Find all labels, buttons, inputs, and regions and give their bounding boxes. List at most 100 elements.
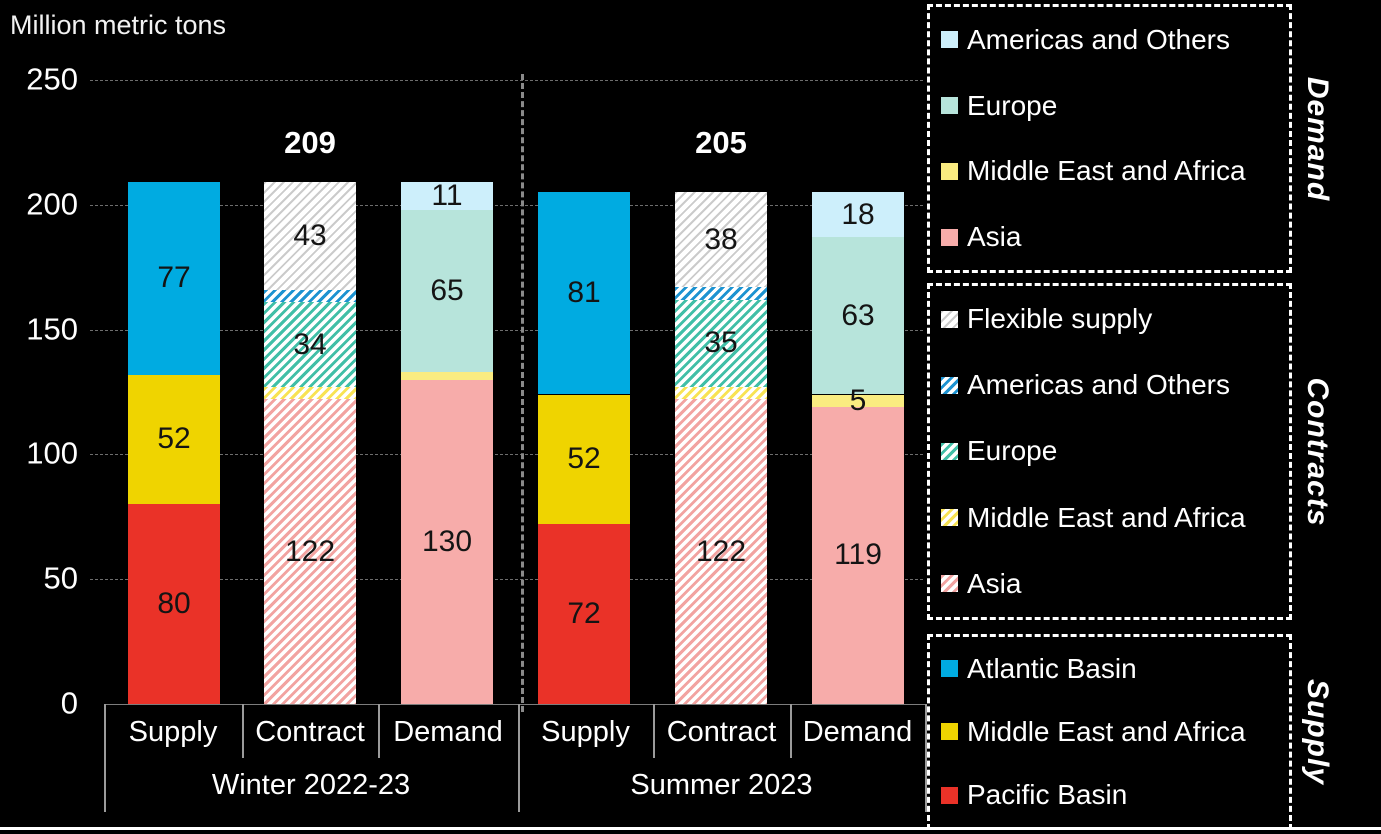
- x-axis-line: [104, 704, 925, 705]
- legend-swatch: [941, 162, 958, 180]
- x-axis-category-label: Demand: [802, 715, 913, 748]
- bar-demand-winter-2022-23: 130 65 11: [401, 179, 493, 704]
- bar-segment-atlantic-basin: [538, 192, 630, 395]
- bar-segment-asia: [264, 399, 356, 704]
- x-axis-category-label: Contract: [255, 715, 365, 748]
- segment-value-label: 35: [704, 326, 738, 360]
- legend-swatch: [941, 376, 958, 394]
- segment-value-label: 119: [834, 538, 882, 572]
- legend-swatch: [941, 31, 958, 49]
- bar-segment-americas-and-others: [675, 287, 767, 300]
- segment-value-label: 63: [841, 298, 875, 332]
- gridline: [90, 329, 923, 331]
- legend-item-label: Americas and Others: [967, 369, 1230, 401]
- legend-item-label: Flexible supply: [967, 303, 1153, 335]
- segment-value-label: 38: [704, 222, 738, 256]
- segment-value-label: 80: [157, 587, 191, 621]
- y-axis-tick-label: 200: [26, 186, 78, 222]
- legend-item: Middle East and Africa: [941, 503, 1289, 532]
- bar-segment-flexible-supply: [264, 182, 356, 290]
- legend-item-label: Pacific Basin: [967, 779, 1128, 811]
- gridline: [90, 454, 923, 456]
- segment-value-label: 52: [157, 422, 191, 456]
- bar-segment-europe: [401, 209, 493, 373]
- axis-tick-separator: [653, 704, 655, 758]
- axis-tick-separator: [790, 704, 792, 758]
- legend-item-label: Middle East and Africa: [967, 155, 1246, 187]
- legend-box-demand: Americas and Others Europe Middle East and…: [927, 4, 1292, 273]
- segment-value-label: 52: [567, 442, 601, 476]
- x-axis-category-label: Contract: [666, 715, 777, 748]
- gridline: [90, 579, 923, 581]
- axis-group-separator: [518, 704, 520, 812]
- segment-value-label: 81: [567, 276, 601, 310]
- bottom-border-line: [0, 827, 1381, 830]
- legend-swatch: [941, 786, 958, 804]
- legend-item-label: Europe: [967, 435, 1058, 467]
- legend-swatch: [941, 509, 958, 527]
- bar-segment-americas-and-others: [812, 192, 904, 238]
- group-total-label: 205: [695, 125, 747, 160]
- bar-segment-europe: [812, 237, 904, 395]
- legend-swatch: [941, 723, 958, 741]
- bar-contract-winter-2022-23: 122 34 43: [264, 182, 356, 704]
- x-axis-group-label: Winter 2022-23: [211, 768, 411, 801]
- bar-segment-middle-east-and-africa: [401, 372, 493, 380]
- gridline: [90, 204, 923, 206]
- bar-segment-pacific-basin: [538, 524, 630, 704]
- axis-unit-label: Million metric tons: [10, 10, 227, 40]
- legend-item: Europe: [941, 89, 1289, 121]
- axis-tick-separator: [378, 704, 380, 758]
- segment-value-label: 122: [695, 534, 747, 568]
- bar-contract-summer-2023: 122 35 38: [675, 192, 767, 704]
- legend-side-title-supply: Supply: [1301, 678, 1334, 786]
- bar-demand-summer-2023: 119 5 63 18: [812, 192, 904, 704]
- x-axis-category-label: Supply: [128, 715, 218, 748]
- bar-segment-middle-east-and-africa: [675, 387, 767, 400]
- y-axis-tick-label: 0: [60, 685, 78, 721]
- legend-item: Europe: [941, 437, 1289, 465]
- legend-side-title-demand: Demand: [1301, 76, 1334, 201]
- group-divider-line: [521, 74, 524, 712]
- legend-swatch: [941, 228, 958, 246]
- bar-supply-winter-2022-23: 80 52 77: [128, 182, 220, 704]
- bar-segment-flexible-supply: [675, 192, 767, 288]
- legend-swatch: [941, 660, 958, 678]
- segment-value-label: 34: [293, 327, 327, 361]
- legend-box-supply: Atlantic Basin Middle East and Africa Paci…: [927, 634, 1292, 830]
- legend-item: Pacific Basin: [941, 781, 1289, 809]
- y-axis-tick-label: 100: [26, 435, 78, 471]
- legend-item: Asia: [941, 223, 1289, 251]
- segment-value-label: 65: [430, 273, 464, 307]
- bar-segment-europe: [675, 299, 767, 387]
- y-axis-tick-label: 250: [26, 61, 78, 97]
- legend-box-contracts: Flexible supply Americas and Others Europe…: [927, 283, 1292, 620]
- legend-item-label: Europe: [967, 89, 1058, 121]
- bar-segment-europe: [264, 302, 356, 387]
- bar-segment-middle-east-and-africa: [264, 387, 356, 400]
- legend-item-label: Atlantic Basin: [967, 652, 1137, 684]
- y-axis-tick-label: 150: [26, 310, 78, 346]
- segment-value-label: 43: [293, 218, 327, 252]
- legend-swatch: [941, 97, 958, 115]
- legend-item: Atlantic Basin: [941, 652, 1289, 684]
- gridline: [90, 80, 923, 81]
- x-axis-group-label: Summer 2023: [630, 768, 813, 801]
- legend-swatch: [941, 442, 958, 460]
- bar-segment-atlantic-basin: [128, 182, 220, 375]
- x-axis-category-label: Supply: [541, 715, 630, 748]
- bar-segment-americas-and-others: [264, 289, 356, 303]
- segment-value-label: 5: [849, 383, 867, 417]
- legend-item-label: Middle East and Africa: [967, 715, 1246, 747]
- bar-segment-americas-and-others: [401, 182, 493, 210]
- legend-item: Asia: [941, 569, 1289, 598]
- bar-segment-middle-east-and-africa: [128, 374, 220, 505]
- bar-segment-asia: [812, 406, 904, 704]
- legend-item-label: Asia: [967, 221, 1022, 253]
- legend-item: Americas and Others: [941, 25, 1289, 54]
- y-axis-tick-label: 50: [43, 560, 78, 596]
- axis-group-separator: [925, 704, 927, 812]
- axis-tick-separator: [242, 704, 244, 758]
- legend-swatch: [941, 575, 958, 593]
